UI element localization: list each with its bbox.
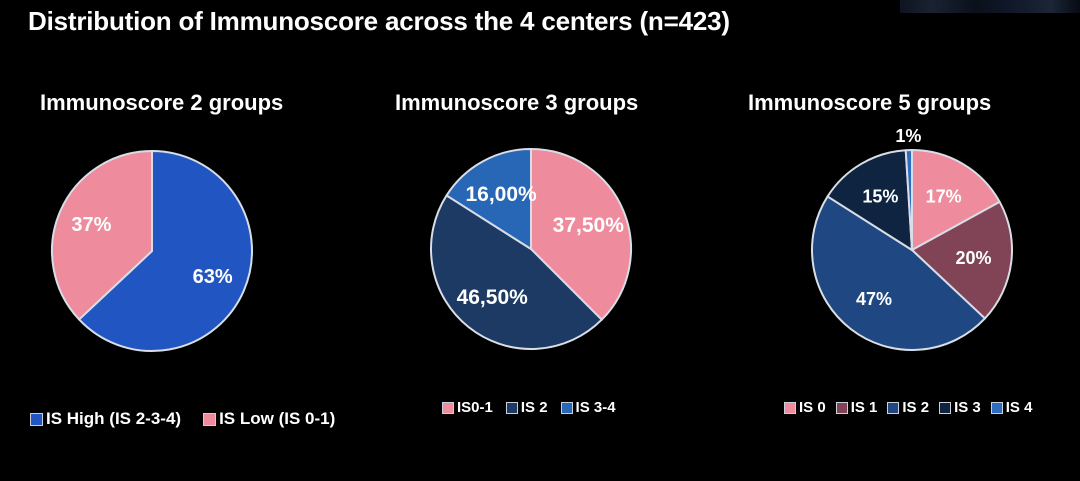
legend-item: IS 4 (990, 399, 1033, 416)
pie-slice (530, 148, 632, 321)
pie-slice-label: 46,50% (457, 286, 529, 309)
page-title: Distribution of Immunoscore across the 4… (28, 6, 730, 36)
legend-label: IS 2 (902, 399, 930, 416)
pie-slice-label: 15% (862, 187, 898, 207)
legend-5-groups: IS 0 IS 1 IS 2 IS 3 IS 4 (784, 399, 1032, 416)
legend-item: IS 1 (835, 399, 878, 416)
legend-item: IS 2 (505, 399, 548, 416)
legend-swatch (990, 401, 1003, 414)
legend-label: IS High (IS 2-3-4) (46, 409, 182, 428)
legend-swatch (203, 412, 217, 426)
webcam-video-remnant (900, 0, 1080, 13)
pie-slice (811, 195, 986, 351)
legend-item: IS 0 (784, 399, 826, 416)
pie-slice-label: 17% (926, 187, 962, 207)
pie-slice (430, 194, 603, 350)
legend-swatch (887, 401, 900, 414)
legend-item: IS High (IS 2-3-4) (30, 409, 181, 429)
pie-slice-label: 1% (895, 126, 921, 146)
pie-slice (445, 148, 532, 250)
pie-chart-2-groups: 63% 37% (51, 150, 253, 352)
legend-label: IS 3 (954, 399, 981, 416)
pie-slice (904, 149, 913, 251)
pie-slice-label: 20% (955, 248, 991, 268)
legend-item: IS0-1 (442, 399, 493, 416)
legend-swatch (442, 401, 454, 414)
pie-slice (78, 150, 253, 352)
chart-title-2-groups: Immunoscore 2 groups (40, 90, 284, 115)
legend-label: IS 1 (850, 399, 878, 416)
legend-2-groups: IS High (IS 2-3-4) IS Low (IS 0-1) (30, 409, 335, 429)
legend-label: IS Low (IS 0-1) (219, 409, 336, 428)
pie-slice (51, 150, 153, 321)
legend-item: IS 3-4 (560, 399, 616, 416)
legend-item: IS 2 (887, 399, 929, 416)
pie-slice (911, 149, 1001, 251)
legend-swatch (939, 401, 952, 414)
legend-swatch (505, 401, 518, 414)
pie-slice-label: 37,50% (553, 214, 625, 237)
pie-slice (826, 149, 913, 251)
legend-item: IS 3 (939, 399, 981, 416)
pie-slice-label: 63% (193, 266, 233, 288)
pie-chart-3-groups: 37,50% 46,50% 16,00% (430, 148, 632, 350)
legend-swatch (30, 412, 43, 426)
legend-label: IS0-1 (457, 399, 493, 416)
pie-slice-label: 47% (856, 289, 892, 309)
chart-title-5-groups: Immunoscore 5 groups (748, 90, 992, 115)
legend-item: IS Low (IS 0-1) (203, 409, 335, 429)
chart-title-3-groups: Immunoscore 3 groups (395, 90, 639, 115)
legend-label: IS 4 (1005, 399, 1033, 416)
legend-label: IS 0 (799, 399, 826, 416)
legend-label: IS 3-4 (575, 399, 616, 416)
legend-label: IS 2 (520, 399, 548, 416)
legend-3-groups: IS0-1 IS 2 IS 3-4 (442, 399, 616, 416)
pie-chart-5-groups: 17% 20% 47% 15% 1% (811, 126, 1013, 351)
pie-slice (911, 200, 1013, 320)
pie-slice-label: 37% (71, 214, 111, 236)
legend-swatch (835, 401, 848, 414)
pie-slice-label: 16,00% (465, 183, 537, 206)
legend-swatch (560, 401, 573, 414)
legend-swatch (784, 401, 796, 414)
